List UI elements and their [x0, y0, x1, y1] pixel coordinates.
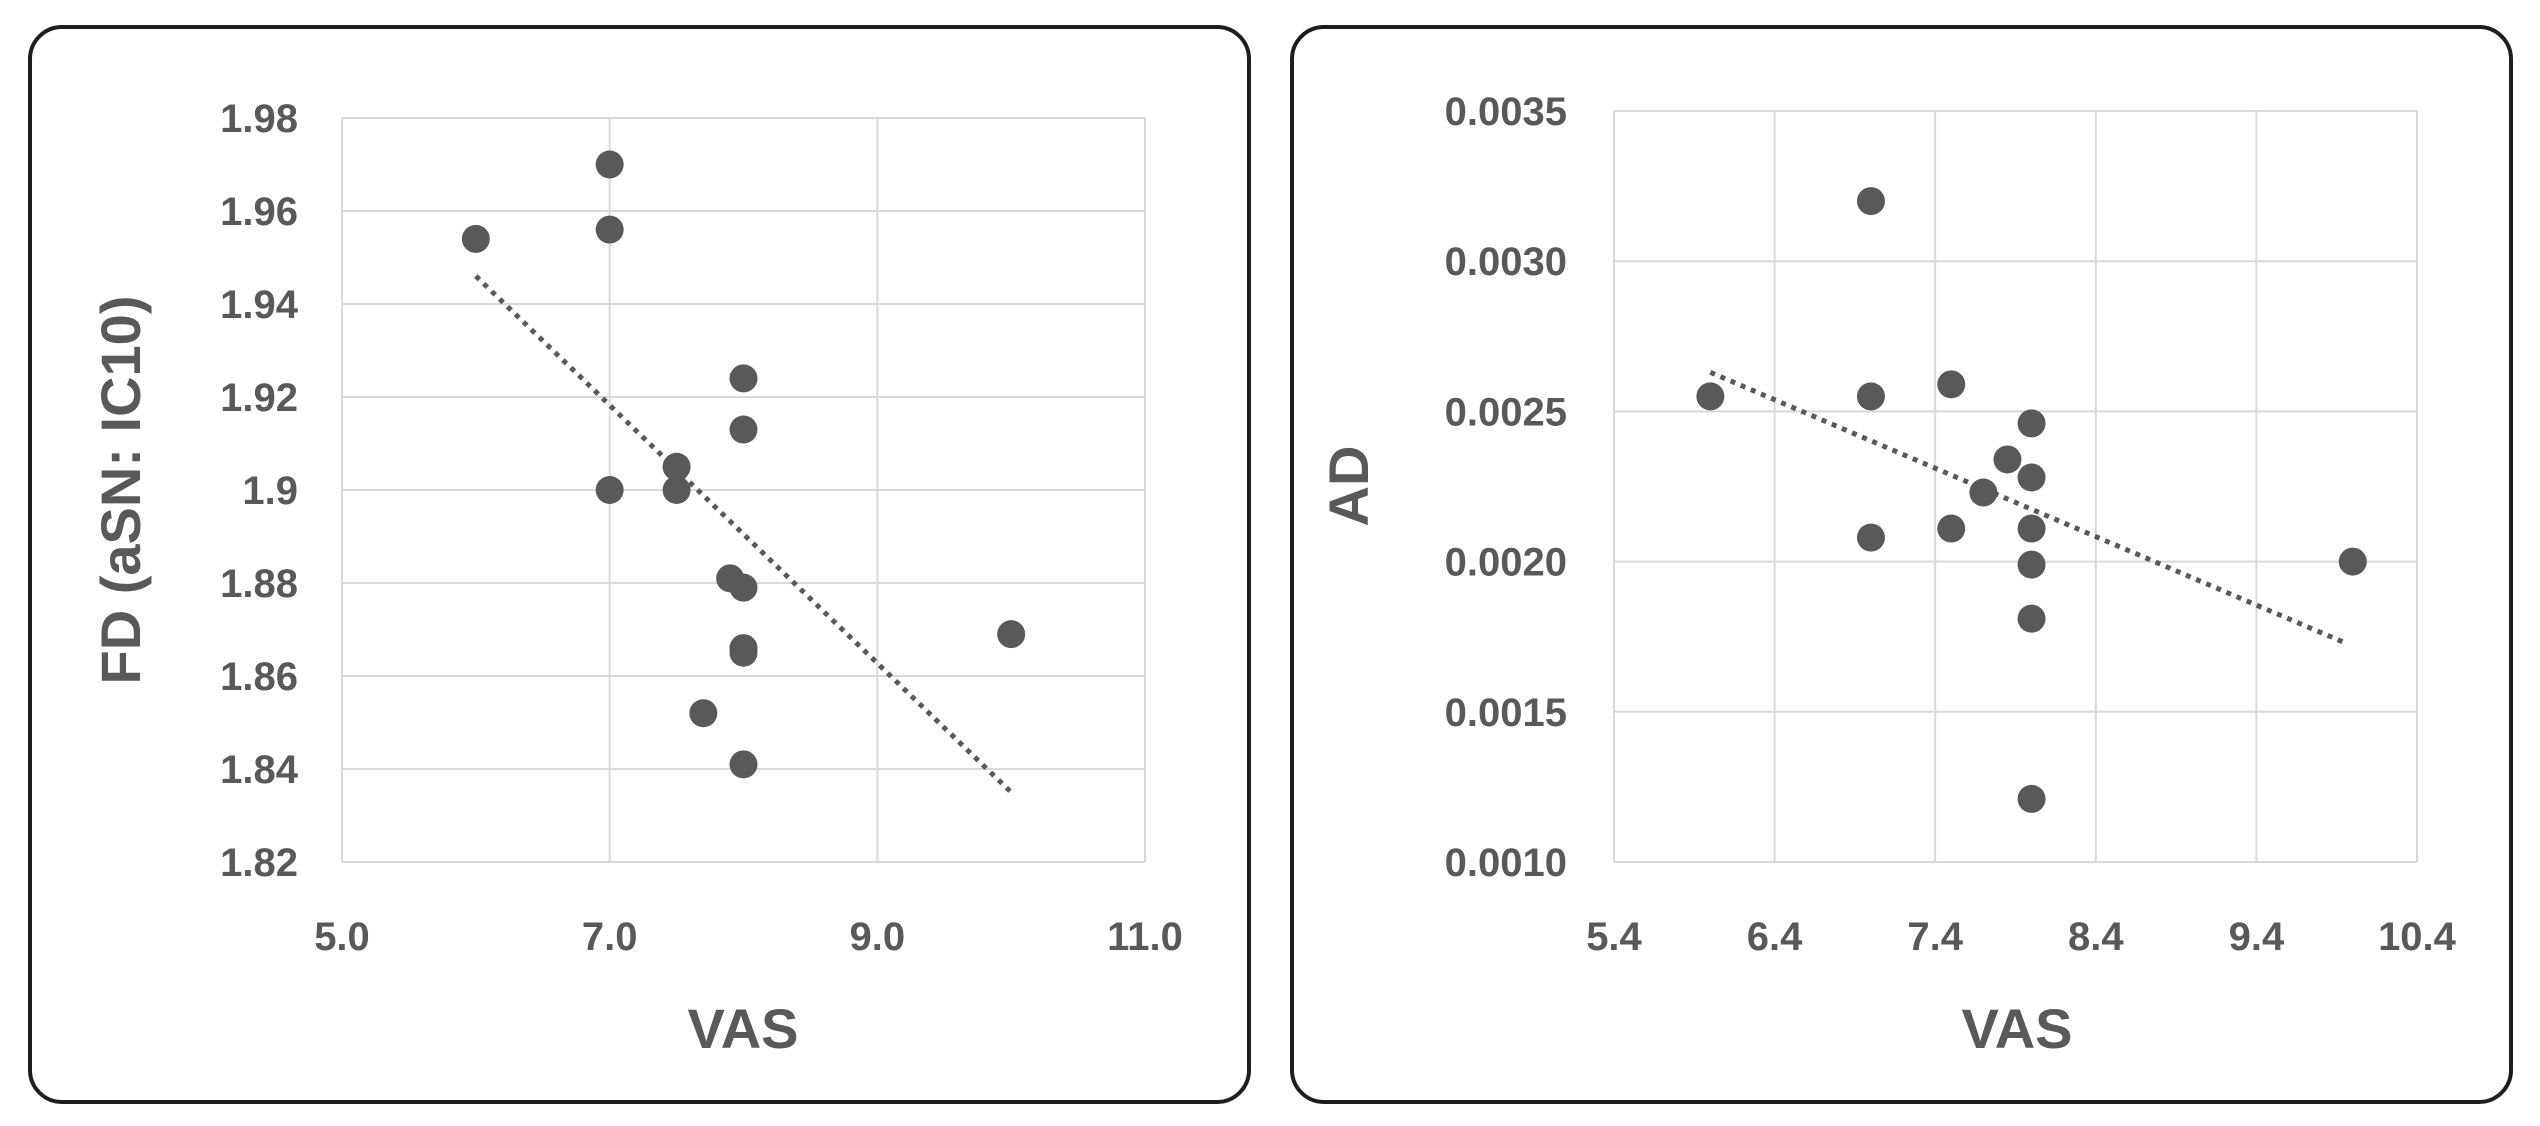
data-point	[1856, 382, 1885, 411]
chart-panel-left	[28, 25, 1251, 1104]
chart-panel-right	[1290, 25, 2513, 1104]
data-point	[1856, 523, 1885, 552]
data-point	[1937, 514, 1966, 543]
y-axis-title: AD	[1317, 446, 1380, 527]
x-tick-label: 5.0	[314, 915, 370, 959]
data-point	[729, 638, 758, 667]
chart-2: 0.0010 0.0015 0.0020 0.0025 0.0030 0.0035 5.4 6…	[1317, 90, 2457, 1060]
data-point	[997, 620, 1026, 649]
y-tick-label: 1.98	[220, 97, 298, 141]
trendline	[1709, 370, 2346, 646]
y-tick-label: 0.0035	[1445, 90, 1567, 134]
x-tick-label: 5.4	[1586, 915, 1642, 959]
x-tick-label: 6.4	[1747, 915, 1803, 959]
y-tick-label: 1.88	[220, 562, 298, 606]
x-tick-label: 7.4	[1907, 915, 1963, 959]
data-point	[662, 476, 691, 504]
x-tick-label: 9.0	[850, 915, 906, 959]
data-point	[1856, 187, 1885, 216]
y-tick-label: 0.0025	[1445, 390, 1567, 434]
data-point	[2017, 514, 2046, 543]
x-tick-label: 10.4	[2378, 915, 2457, 959]
data-point	[2017, 604, 2046, 633]
data-point	[595, 215, 624, 244]
y-tick-label: 0.0010	[1445, 841, 1567, 885]
y-tick-label: 1.92	[220, 376, 298, 420]
data-point	[2017, 463, 2046, 492]
x-tick-label: 9.4	[2229, 915, 2285, 959]
y-tick-label: 1.84	[220, 748, 299, 792]
data-point	[2338, 547, 2367, 576]
y-axis-title: FD (aSN: IC10)	[89, 296, 152, 685]
data-point	[729, 750, 758, 779]
y-tick-label: 1.96	[220, 190, 298, 234]
data-point	[1969, 478, 1998, 507]
data-point	[2017, 784, 2046, 813]
data-point	[662, 452, 691, 481]
data-point	[595, 476, 624, 504]
x-axis-title: VAS	[688, 997, 799, 1060]
x-tick-label: 7.0	[582, 915, 638, 959]
y-tick-label: 1.94	[220, 283, 299, 327]
chart-1: 1.82 1.84 1.86 1.88 1.9 1.92 1.94 1.96 1.98 5.0 7.…	[89, 97, 1183, 1060]
data-point	[729, 415, 758, 444]
y-tick-label: 1.9	[242, 469, 298, 513]
data-point	[1696, 382, 1725, 411]
y-tick-label: 1.86	[220, 655, 298, 699]
x-axis-title: VAS	[1962, 997, 2073, 1060]
data-point	[689, 699, 718, 728]
trendline	[474, 274, 1013, 795]
x-tick-label: 8.4	[2068, 915, 2124, 959]
y-tick-label: 0.0020	[1445, 541, 1567, 585]
data-point	[461, 224, 490, 253]
x-tick-label: 11.0	[1107, 915, 1183, 959]
y-tick-label: 0.0015	[1445, 691, 1567, 735]
y-tick-label: 1.82	[220, 841, 298, 885]
data-point	[729, 364, 758, 393]
data-point	[2017, 409, 2046, 438]
data-point	[729, 573, 758, 602]
data-point	[595, 150, 624, 179]
data-point	[1937, 370, 1966, 399]
data-point	[1993, 445, 2022, 474]
y-tick-label: 0.0030	[1445, 240, 1567, 284]
data-point	[2017, 550, 2046, 579]
